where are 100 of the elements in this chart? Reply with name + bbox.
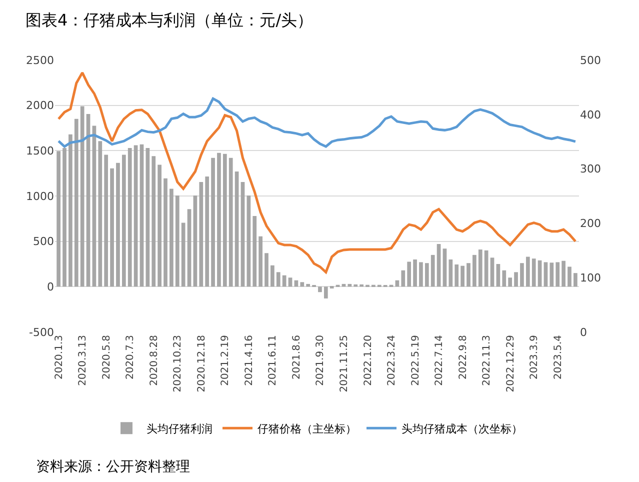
bar [436,244,441,287]
bar [134,145,138,287]
x-tick-label: 2021.11.25 [338,335,350,392]
x-tick-label: 2020.10.23 [172,335,184,392]
y2-tick-label: 0 [580,326,587,339]
x-tick-label: 2020.5.8 [101,335,112,380]
bar [514,272,518,287]
bar [74,118,78,287]
bar [574,273,578,287]
bar [116,162,120,287]
bar [211,158,215,287]
x-tick-label: 2020.12.18 [196,335,208,392]
bar [448,259,453,287]
y2-tick-label: 400 [580,108,601,122]
x-tick-label: 2022.7.14 [434,335,446,386]
bar [430,254,435,287]
y-tick-label: 1500 [26,144,54,158]
bar [56,151,60,287]
bar [324,286,328,298]
bar [146,148,150,287]
bar [508,278,512,287]
bar [460,266,464,287]
bar [568,266,572,287]
bar [181,222,186,287]
y-tick-label: 0 [47,280,54,294]
bar [550,262,554,287]
chart-title: 图表4：仔猪成本与利润（单位：元/头） [26,10,314,30]
bar [68,134,72,287]
bar [122,154,126,287]
line-series [57,97,577,148]
y2-tick-label: 100 [580,271,601,284]
bar [217,152,221,287]
bar [419,262,423,287]
line-series [57,71,577,274]
bar [170,188,174,287]
x-tick-label: 2020.1.3 [54,335,65,380]
x-tick-label: 2021.9.30 [315,335,326,386]
y-tick-label: -500 [29,326,54,339]
legend-label: 仔猪价格（主坐标） [258,422,356,436]
x-tick-label: 2022.3.24 [386,335,398,386]
bar [532,258,536,287]
y-tick-label: 2500 [26,54,54,67]
bar [98,141,102,287]
bar [348,284,352,287]
bar [544,262,548,287]
y2-tick-label: 300 [580,162,601,176]
bar [478,249,482,287]
x-tick-label: 2020.3.13 [78,335,89,386]
bar [556,262,560,287]
bar [538,260,542,287]
y-tick-label: 2000 [26,99,54,112]
bar [354,284,358,287]
bar [270,265,274,287]
bar [80,106,84,287]
bar [276,272,280,287]
bar [502,270,506,287]
x-tick-label: 2021.4.16 [244,335,255,386]
bar [258,236,262,287]
x-tick-label: 2022.5.19 [410,335,422,386]
bar [520,263,524,287]
bar [240,182,245,287]
x-tick-label: 2022.9.8 [458,335,469,380]
bar [104,154,108,287]
bar [466,263,470,287]
bar [264,253,268,287]
bar [401,270,406,287]
bar [164,178,168,287]
x-tick-label: 2020.7.3 [125,335,136,380]
legend-label: 头均仔猪利润 [146,422,212,436]
bar [360,284,364,287]
bar [199,182,204,287]
bar [158,164,162,287]
x-tick-label: 2021.2.19 [220,335,232,386]
bar [484,250,488,287]
bar [442,248,447,287]
bar [246,196,251,287]
bar [222,154,227,287]
text: 资料来源：公开资料整理 [36,459,190,475]
bar [424,263,429,287]
bar [252,216,257,287]
bar [205,176,210,287]
bar [152,156,156,287]
x-tick-label: 2020.8.28 [148,335,160,386]
bar [318,286,322,292]
bar [300,282,304,287]
bar [562,260,566,287]
y2-tick-label: 500 [580,54,601,67]
bar [526,256,530,287]
x-tick-label: 2022.11.3 [482,335,493,386]
legend-label: 头均仔猪成本（次坐标） [402,422,522,436]
bar [407,262,412,287]
bar [175,196,180,287]
x-tick-label: 2021.6.11 [268,335,279,386]
bar [472,254,476,287]
bar [282,275,286,287]
bar [193,196,198,287]
x-tick-label: 2021.8.6 [291,335,302,380]
bar [306,284,310,287]
y2-tick-label: 200 [580,217,601,230]
bar [454,264,459,287]
